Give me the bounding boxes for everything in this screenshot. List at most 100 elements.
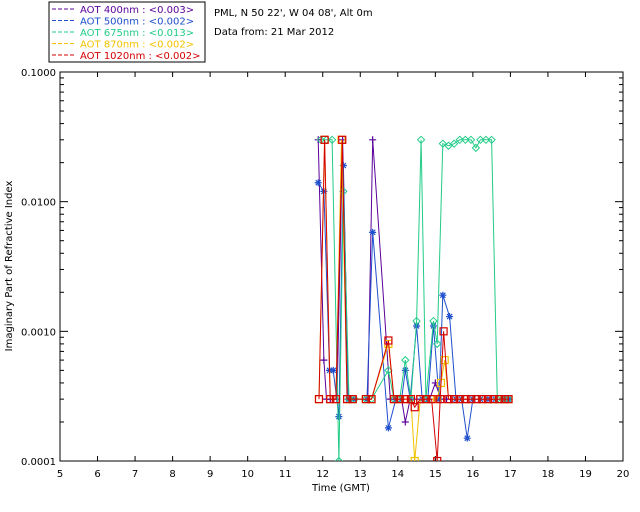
data-point-series-4 [495, 395, 504, 404]
data-point-series-2 [449, 139, 459, 148]
data-point-series-1 [314, 179, 322, 187]
legend-box [48, 1, 206, 63]
data-point-series-4 [483, 395, 492, 404]
x-tick-label: 19 [579, 469, 592, 480]
x-tick-label: 11 [279, 469, 292, 480]
data-point-series-4 [338, 135, 347, 144]
data-point-series-4 [504, 395, 513, 404]
data-point-series-4 [320, 135, 329, 144]
x-tick-label: 5 [57, 469, 63, 480]
data-point-series-4 [326, 395, 335, 404]
x-tick-label: 9 [207, 469, 213, 480]
data-point-series-3 [440, 355, 449, 365]
series-4 [314, 135, 513, 461]
data-point-series-1 [439, 291, 447, 299]
data-point-series-0 [369, 136, 377, 144]
data-point-series-3 [410, 456, 419, 461]
data-point-series-4 [421, 395, 431, 404]
data-point-series-2 [327, 135, 337, 145]
data-point-series-4 [395, 395, 404, 404]
data-point-series-1 [369, 228, 377, 236]
x-tick-label: 17 [504, 469, 517, 480]
x-tick-label: 20 [617, 469, 630, 480]
x-tick-label: 14 [391, 469, 404, 480]
data-point-series-1 [329, 366, 337, 374]
data-point-series-2 [429, 316, 438, 326]
x-tick-label: 6 [94, 469, 100, 480]
data-point-series-1 [435, 395, 443, 403]
legend-entry-1: AOT 500nm : <0.002> [80, 17, 194, 28]
data-point-series-2 [334, 456, 344, 461]
data-point-series-4 [450, 395, 459, 404]
data-point-series-4 [472, 395, 481, 404]
data-point-series-4 [466, 395, 476, 404]
date-info: Data from: 21 Mar 2012 [214, 27, 334, 38]
data-point-series-2 [416, 135, 426, 145]
data-point-series-2 [455, 135, 464, 145]
data-point-series-4 [389, 395, 399, 404]
data-point-series-4 [461, 395, 470, 404]
data-point-series-1 [384, 424, 392, 432]
y-tick-label: 0.1000 [21, 68, 56, 79]
data-point-series-0 [320, 356, 328, 364]
x-tick-label: 16 [466, 469, 479, 480]
data-point-series-4 [401, 395, 410, 404]
x-axis-label: Time (GMT) [311, 483, 370, 494]
legend: AOT 400nm : <0.003>AOT 500nm : <0.002>AO… [48, 1, 206, 63]
data-point-series-4 [410, 403, 419, 412]
data-point-series-2 [471, 143, 481, 153]
y-axis: 0.0001 0.0010 0.0100 0.1000 [21, 68, 623, 468]
data-point-series-4 [416, 395, 425, 404]
y-tick-label: 0.0010 [21, 327, 56, 338]
x-tick-label: 12 [316, 469, 329, 480]
data-point-series-4 [348, 395, 357, 404]
y-axis-label: Imaginary Part of Refractive Index [4, 181, 15, 352]
legend-entry-2: AOT 675nm : <0.013> [80, 28, 194, 39]
data-point-series-2 [481, 135, 491, 145]
data-point-series-2 [401, 355, 410, 365]
x-tick-label: 18 [542, 469, 555, 480]
data-point-series-4 [343, 395, 352, 404]
data-point-series-4 [367, 395, 376, 404]
x-tick-label: 7 [132, 469, 138, 480]
data-point-series-1 [463, 434, 471, 442]
data-point-series-1 [335, 413, 343, 421]
data-point-series-4 [427, 395, 436, 404]
data-point-series-2 [461, 135, 470, 145]
x-tick-label: 8 [169, 469, 175, 480]
data-point-series-1 [446, 313, 454, 321]
x-tick-label: 10 [241, 469, 254, 480]
data-point-series-2 [412, 316, 421, 326]
data-point-series-2 [476, 135, 485, 145]
data-point-series-4 [489, 395, 498, 404]
data-point-series-0 [401, 418, 409, 426]
data-point-series-4 [361, 395, 370, 404]
y-tick-label: 0.0001 [21, 457, 56, 468]
x-axis: 5 6 7 8 9 10 11 12 13 14 15 16 17 18 19 20 [57, 72, 630, 480]
x-tick-label: 15 [429, 469, 442, 480]
legend-entry-0: AOT 400nm : <0.003> [80, 5, 194, 16]
data-point-series-4 [433, 456, 442, 461]
location-info: PML, N 50 22', W 04 08', Alt 0m [214, 8, 373, 19]
data-point-series-4 [314, 395, 324, 404]
data-point-series-2 [466, 135, 476, 145]
y-tick-label: 0.0100 [21, 198, 56, 209]
data-point-series-4 [406, 395, 416, 404]
series-layer [314, 135, 513, 461]
chart-info: PML, N 50 22', W 04 08', Alt 0m Data fro… [214, 8, 373, 38]
data-point-series-1 [401, 366, 409, 374]
data-point-series-2 [433, 339, 442, 349]
data-point-series-1 [339, 162, 347, 170]
legend-entry-4: AOT 1020nm : <0.002> [80, 51, 200, 62]
data-point-series-4 [439, 327, 448, 336]
data-point-series-2 [487, 135, 496, 145]
data-point-series-4 [478, 395, 487, 404]
legend-entry-3: AOT 870nm : <0.002> [80, 40, 194, 51]
data-point-series-4 [331, 395, 340, 404]
data-point-series-4 [444, 395, 453, 404]
data-point-series-4 [436, 395, 445, 404]
data-point-series-4 [384, 336, 393, 345]
x-tick-label: 13 [354, 469, 367, 480]
data-point-series-4 [455, 395, 464, 404]
